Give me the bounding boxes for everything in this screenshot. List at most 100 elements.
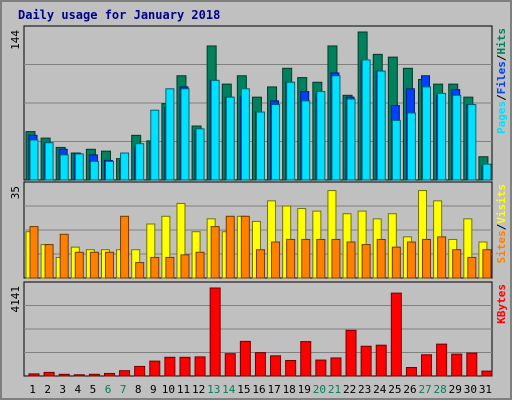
bar-pages-day-16 bbox=[255, 111, 265, 181]
x-tick-label: 25 bbox=[388, 383, 401, 396]
x-tick-label: 12 bbox=[192, 383, 205, 396]
bar-sites-day-2 bbox=[44, 244, 54, 279]
bar-pages-day-23 bbox=[361, 59, 371, 181]
x-tick-label: 21 bbox=[328, 383, 341, 396]
bar-kbytes-day-26 bbox=[405, 366, 417, 377]
bar-sites-day-18 bbox=[286, 238, 296, 279]
bar-pages-day-31 bbox=[482, 163, 492, 181]
bar-kbytes-day-7 bbox=[119, 370, 131, 377]
bar-kbytes-day-20 bbox=[315, 359, 327, 377]
x-tick-label: 26 bbox=[403, 383, 416, 396]
bar-kbytes-day-21 bbox=[330, 357, 342, 377]
bar-sites-day-23 bbox=[361, 244, 371, 279]
x-tick-label: 16 bbox=[252, 383, 265, 396]
bar-pages-day-3 bbox=[59, 154, 69, 181]
bar-kbytes-day-5 bbox=[88, 373, 100, 377]
bar-kbytes-day-24 bbox=[375, 344, 387, 377]
y-max-label: 4141 bbox=[9, 286, 22, 313]
bar-kbytes-day-23 bbox=[360, 345, 372, 377]
legend: Sites/Visits bbox=[495, 184, 508, 264]
bar-pages-day-12 bbox=[195, 128, 205, 181]
legend-entry: / bbox=[495, 54, 508, 61]
x-tick-label: 27 bbox=[418, 383, 431, 396]
x-tick-label: 28 bbox=[434, 383, 447, 396]
bar-kbytes-day-22 bbox=[345, 329, 357, 377]
bar-kbytes-day-10 bbox=[164, 356, 176, 377]
legend-entry: Visits bbox=[495, 184, 508, 224]
bar-pages-day-15 bbox=[240, 88, 250, 181]
bar-sites-day-8 bbox=[135, 262, 145, 279]
bar-kbytes-day-11 bbox=[179, 356, 191, 377]
bar-kbytes-day-9 bbox=[149, 360, 161, 377]
bar-pages-day-30 bbox=[467, 104, 477, 181]
bar-sites-day-25 bbox=[391, 246, 401, 279]
bar-pages-day-14 bbox=[225, 96, 235, 181]
bar-kbytes-day-17 bbox=[270, 355, 282, 377]
x-tick-label: 4 bbox=[75, 383, 82, 396]
bar-sites-day-27 bbox=[422, 238, 432, 279]
x-tick-label: 5 bbox=[90, 383, 97, 396]
bar-sites-day-12 bbox=[195, 251, 205, 279]
bar-pages-day-26 bbox=[406, 112, 416, 181]
bar-pages-day-5 bbox=[89, 160, 99, 181]
bar-sites-day-17 bbox=[271, 241, 281, 279]
bar-kbytes-day-25 bbox=[390, 292, 402, 377]
bar-kbytes-day-16 bbox=[254, 352, 266, 377]
legend: KBytes bbox=[495, 284, 508, 324]
x-tick-label: 6 bbox=[105, 383, 112, 396]
bar-sites-day-4 bbox=[74, 251, 84, 279]
bar-sites-day-19 bbox=[301, 238, 311, 279]
x-tick-label: 7 bbox=[120, 383, 127, 396]
bar-pages-day-22 bbox=[346, 98, 356, 181]
bar-pages-day-28 bbox=[437, 92, 447, 181]
bar-pages-day-7 bbox=[120, 152, 130, 181]
bar-sites-day-5 bbox=[89, 251, 99, 279]
x-tick-label: 14 bbox=[222, 383, 236, 396]
x-tick-label: 23 bbox=[358, 383, 371, 396]
bar-sites-day-28 bbox=[437, 236, 447, 279]
legend-entry: Hits bbox=[495, 28, 508, 55]
bar-kbytes-day-15 bbox=[239, 340, 251, 377]
x-tick-label: 8 bbox=[135, 383, 142, 396]
bar-pages-day-4 bbox=[74, 153, 84, 181]
x-tick-label: 29 bbox=[449, 383, 462, 396]
x-tick-label: 2 bbox=[44, 383, 51, 396]
bar-kbytes-day-30 bbox=[466, 352, 478, 377]
bar-sites-day-1 bbox=[29, 226, 39, 279]
bar-pages-day-17 bbox=[271, 104, 281, 181]
bar-pages-day-11 bbox=[180, 88, 190, 181]
x-tick-label: 10 bbox=[162, 383, 175, 396]
bar-pages-day-13 bbox=[210, 79, 220, 181]
x-tick-label: 9 bbox=[150, 383, 157, 396]
x-tick-label: 11 bbox=[177, 383, 190, 396]
bar-sites-day-16 bbox=[255, 249, 265, 279]
bar-sites-day-24 bbox=[376, 238, 386, 279]
bar-kbytes-day-14 bbox=[224, 353, 236, 377]
chart-title: Daily usage for January 2018 bbox=[18, 8, 221, 22]
legend-entry: / bbox=[495, 94, 508, 101]
bar-sites-day-9 bbox=[150, 256, 160, 279]
bar-pages-day-19 bbox=[301, 100, 311, 181]
legend-entry: Sites bbox=[495, 230, 508, 263]
bar-kbytes-day-27 bbox=[421, 354, 433, 377]
bar-sites-day-3 bbox=[59, 233, 69, 279]
bar-sites-day-30 bbox=[467, 256, 477, 279]
x-tick-label: 15 bbox=[237, 383, 250, 396]
x-tick-label: 3 bbox=[59, 383, 66, 396]
legend-entry: Files bbox=[495, 61, 508, 94]
x-tick-label: 17 bbox=[267, 383, 280, 396]
x-tick-label: 20 bbox=[313, 383, 326, 396]
x-tick-label: 18 bbox=[283, 383, 296, 396]
bar-kbytes-day-3 bbox=[58, 373, 70, 377]
bar-pages-day-21 bbox=[331, 75, 341, 181]
legend-entry: KBytes bbox=[495, 284, 508, 324]
bar-kbytes-day-29 bbox=[451, 353, 463, 377]
bar-kbytes-day-1 bbox=[28, 373, 40, 377]
x-tick-label: 24 bbox=[373, 383, 387, 396]
bar-kbytes-day-6 bbox=[103, 372, 115, 377]
bar-sites-day-20 bbox=[316, 238, 326, 279]
x-tick-label: 13 bbox=[207, 383, 220, 396]
bar-sites-day-11 bbox=[180, 254, 190, 279]
